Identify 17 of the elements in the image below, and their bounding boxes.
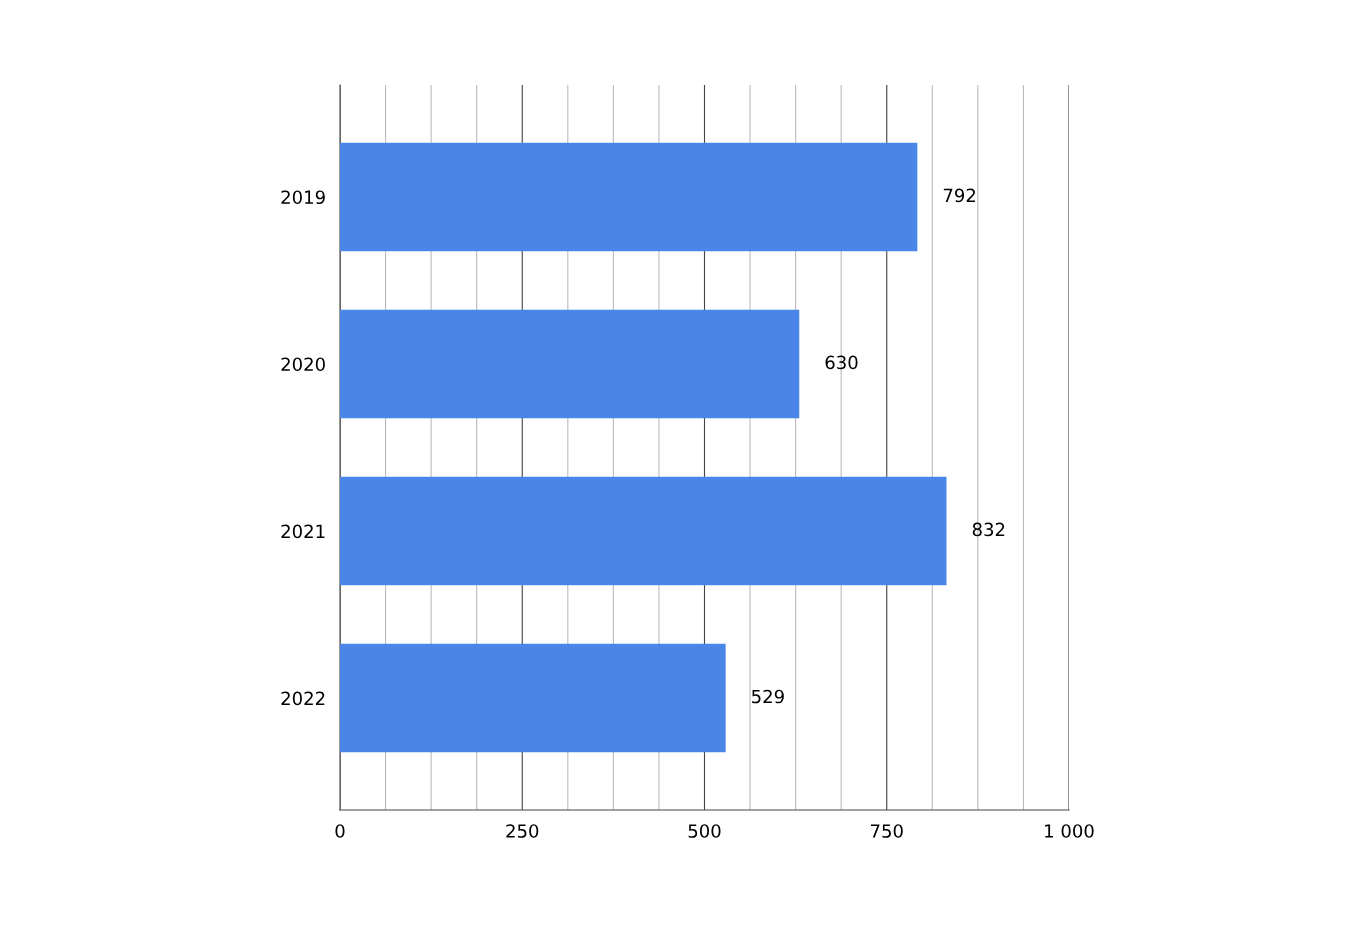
y-tick-label: 2019: [281, 190, 325, 205]
y-tick-label: 2021: [281, 524, 325, 539]
x-tick-label: 0: [335, 824, 345, 838]
data-label: 832: [972, 522, 1005, 537]
y-tick-label: 2020: [281, 357, 325, 372]
data-label: 630: [825, 355, 858, 370]
bar: [340, 476, 947, 586]
x-tick-label: 750: [871, 824, 903, 838]
x-tick-label: 250: [506, 824, 539, 838]
bar: [340, 643, 726, 753]
bar: [340, 309, 800, 419]
y-tick-label: 2022: [281, 691, 325, 706]
x-tick-label: 500: [688, 824, 721, 838]
data-label: 529: [752, 689, 784, 704]
data-label: 792: [943, 188, 976, 203]
x-tick-label: 1 000: [1045, 824, 1094, 838]
bar: [340, 142, 918, 252]
